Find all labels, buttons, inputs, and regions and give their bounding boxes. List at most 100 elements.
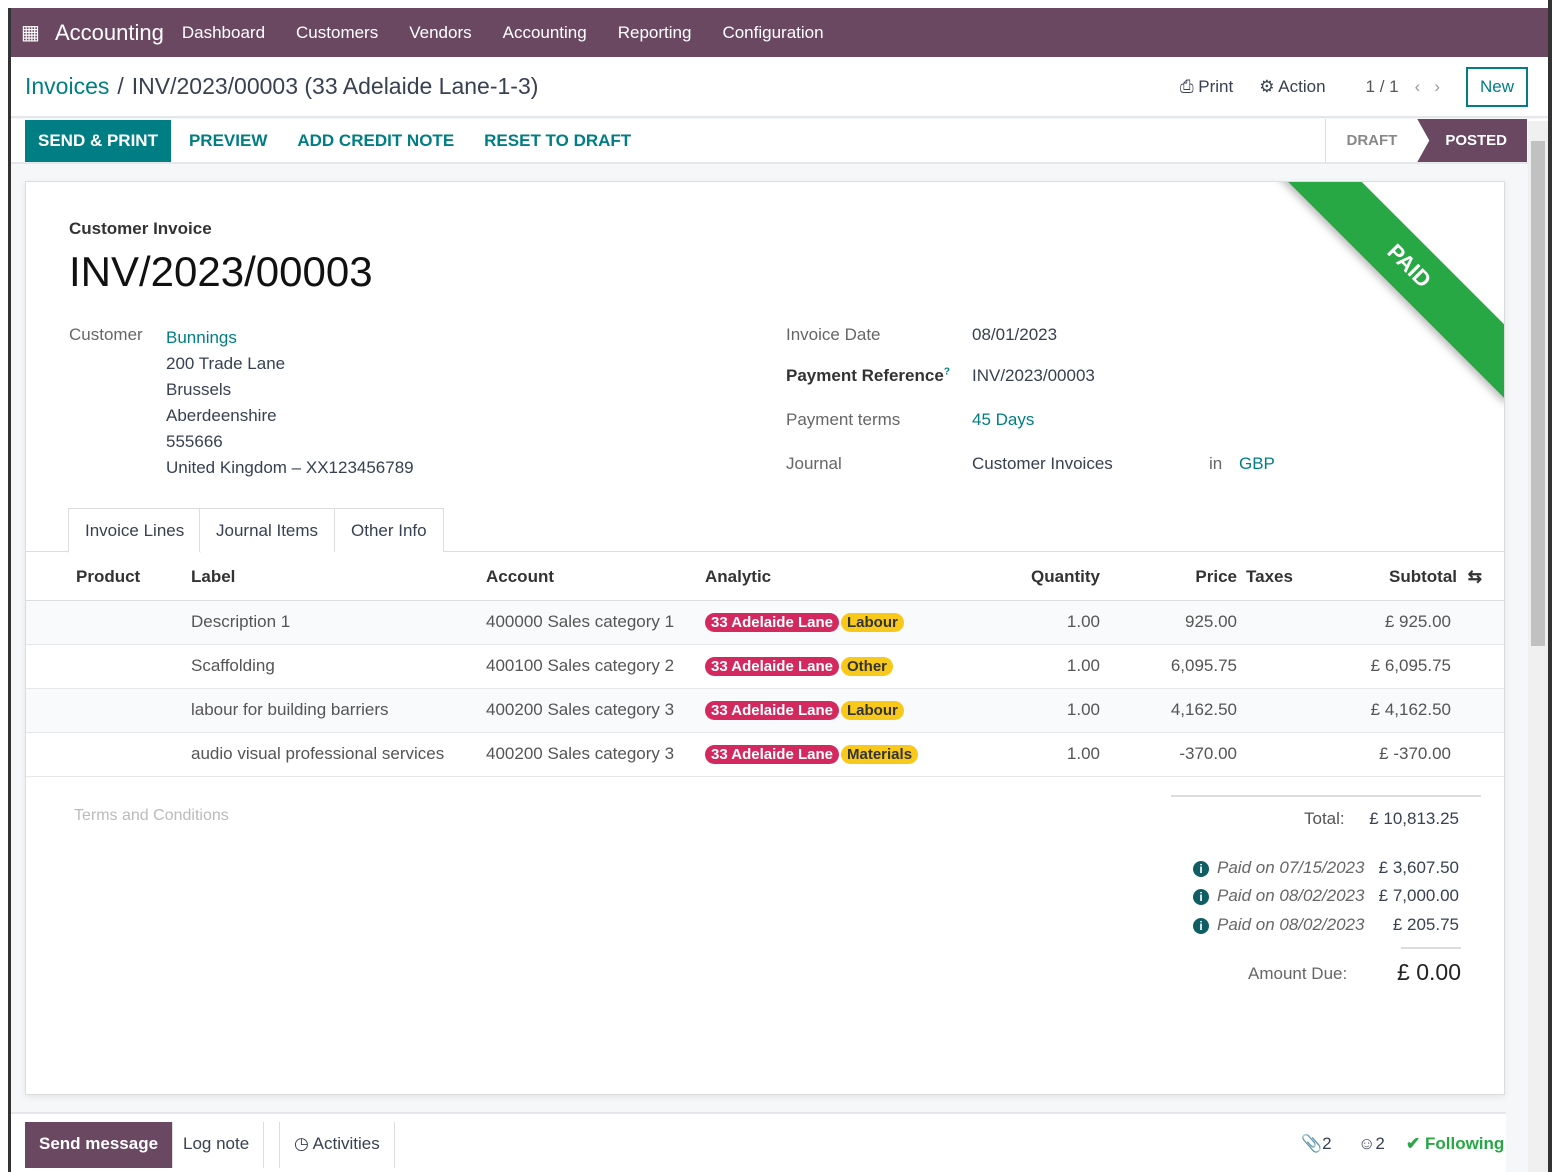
info-icon[interactable]: i: [1193, 918, 1209, 934]
table-row[interactable]: Scaffolding 400100 Sales category 2 33 A…: [26, 644, 1504, 689]
print-button[interactable]: ⎙ Print: [1180, 77, 1233, 97]
app-grid-icon[interactable]: ▦: [21, 22, 40, 44]
menu-reporting[interactable]: Reporting: [617, 22, 692, 42]
new-button[interactable]: New: [1465, 67, 1528, 107]
notebook-tabs: Invoice Lines Journal Items Other Info: [26, 508, 1504, 553]
tab-journal-items[interactable]: Journal Items: [199, 508, 336, 552]
label-cell[interactable]: Scaffolding: [191, 644, 486, 689]
taxes-cell[interactable]: [1237, 644, 1307, 689]
table-row[interactable]: audio visual professional services 40020…: [26, 732, 1504, 777]
product-cell[interactable]: [26, 688, 191, 733]
col-quantity[interactable]: Quantity: [925, 554, 1100, 601]
col-subtotal[interactable]: Subtotal ⇆: [1307, 554, 1504, 601]
send-print-button[interactable]: SEND & PRINT: [25, 119, 171, 162]
quantity-cell[interactable]: 1.00: [925, 732, 1100, 777]
col-analytic[interactable]: Analytic: [705, 554, 925, 601]
analytic-cell[interactable]: 33 Adelaide Lane Other: [705, 644, 925, 689]
scrollbar[interactable]: [1528, 121, 1548, 1172]
help-icon[interactable]: ?: [943, 366, 950, 378]
breadcrumb-invoices[interactable]: Invoices: [25, 73, 110, 99]
table-row[interactable]: labour for building barriers 400200 Sale…: [26, 688, 1504, 733]
quantity-cell[interactable]: 1.00: [925, 644, 1100, 689]
label-cell[interactable]: Description 1: [191, 600, 486, 645]
chevron-left-icon[interactable]: ‹: [1414, 77, 1421, 96]
col-product[interactable]: Product: [26, 554, 191, 601]
chevron-right-icon[interactable]: ›: [1434, 77, 1440, 96]
tab-invoice-lines[interactable]: Invoice Lines: [68, 508, 202, 553]
total-value: £ 10,813.25: [1369, 809, 1459, 828]
quantity-cell[interactable]: 1.00: [925, 600, 1100, 645]
account-cell[interactable]: 400200 Sales category 3: [486, 688, 705, 733]
status-draft[interactable]: DRAFT: [1346, 132, 1398, 149]
info-icon[interactable]: i: [1193, 861, 1209, 877]
menu-configuration[interactable]: Configuration: [722, 22, 824, 42]
col-taxes[interactable]: Taxes: [1237, 554, 1307, 601]
invoice-date-value[interactable]: 08/01/2023: [972, 325, 1058, 344]
menu-customers[interactable]: Customers: [296, 22, 379, 42]
col-account[interactable]: Account: [486, 554, 705, 601]
subtotal-header: Subtotal: [1389, 566, 1458, 586]
payment-label: Paid on 08/02/2023: [1217, 915, 1365, 934]
price-cell[interactable]: 4,162.50: [1100, 688, 1237, 733]
reset-to-draft-button[interactable]: RESET TO DRAFT: [484, 130, 632, 150]
attachments-button[interactable]: 📎2: [1301, 1134, 1332, 1154]
app-name[interactable]: Accounting: [55, 19, 164, 45]
taxes-cell[interactable]: [1237, 600, 1307, 645]
payment-line[interactable]: i Paid on 07/15/2023: [1193, 858, 1364, 878]
taxes-cell[interactable]: [1237, 688, 1307, 733]
analytic-cell[interactable]: 33 Adelaide Lane Materials: [705, 732, 925, 777]
scrollbar-thumb[interactable]: [1531, 141, 1545, 646]
customer-label: Customer: [69, 325, 143, 344]
analytic-tag: 33 Adelaide Lane: [705, 701, 839, 720]
account-cell[interactable]: 400000 Sales category 1: [486, 600, 705, 645]
taxes-cell[interactable]: [1237, 732, 1307, 777]
action-button[interactable]: ⚙ Action: [1259, 77, 1325, 97]
menu-accounting[interactable]: Accounting: [502, 22, 587, 42]
send-message-button[interactable]: Send message: [25, 1122, 174, 1168]
account-cell[interactable]: 400200 Sales category 3: [486, 732, 705, 777]
quantity-cell[interactable]: 1.00: [925, 688, 1100, 733]
tab-other-info[interactable]: Other Info: [334, 508, 444, 552]
price-cell[interactable]: 6,095.75: [1100, 644, 1237, 689]
menu-vendors[interactable]: Vendors: [409, 22, 472, 42]
analytic-tag: Other: [841, 657, 894, 676]
price-cell[interactable]: -370.00: [1100, 732, 1237, 777]
print-label: Print: [1198, 77, 1234, 96]
following-button[interactable]: ✔ Following: [1406, 1134, 1504, 1154]
subtotal-cell: £ 6,095.75: [1307, 644, 1504, 689]
payment-terms-label: Payment terms: [786, 410, 901, 429]
journal-value[interactable]: Customer Invoices: [972, 454, 1113, 473]
preview-button[interactable]: PREVIEW: [188, 130, 268, 150]
column-settings-icon[interactable]: ⇆: [1467, 566, 1482, 586]
totals-block: Total: £ 10,813.25 i Paid on 07/15/2023 £…: [1171, 795, 1481, 985]
payment-reference-value[interactable]: INV/2023/00003: [972, 366, 1095, 385]
col-label[interactable]: Label: [191, 554, 486, 601]
address-line: 200 Trade Lane: [166, 354, 286, 373]
customer-link[interactable]: Bunnings: [166, 328, 237, 347]
label-cell[interactable]: labour for building barriers: [191, 688, 486, 733]
label-cell[interactable]: audio visual professional services: [191, 732, 486, 777]
product-cell[interactable]: [26, 644, 191, 689]
payment-terms-value[interactable]: 45 Days: [972, 410, 1035, 429]
currency-value[interactable]: GBP: [1239, 454, 1275, 473]
pager-value[interactable]: 1 / 1: [1365, 77, 1399, 96]
log-note-button[interactable]: Log note: [169, 1122, 265, 1168]
check-icon: ✔: [1406, 1134, 1421, 1153]
table-row[interactable]: Description 1 400000 Sales category 1 33…: [26, 600, 1504, 645]
product-cell[interactable]: [26, 600, 191, 645]
analytic-cell[interactable]: 33 Adelaide Lane Labour: [705, 600, 925, 645]
payment-line[interactable]: i Paid on 08/02/2023: [1193, 915, 1364, 935]
activities-button[interactable]: ◷ Activities: [279, 1122, 395, 1168]
col-price[interactable]: Price: [1100, 554, 1237, 601]
terms-conditions-input[interactable]: Terms and Conditions: [74, 807, 229, 824]
add-credit-note-button[interactable]: ADD CREDIT NOTE: [297, 130, 455, 150]
price-cell[interactable]: 925.00: [1100, 600, 1237, 645]
payment-line[interactable]: i Paid on 08/02/2023: [1193, 886, 1364, 906]
info-icon[interactable]: i: [1193, 889, 1209, 905]
analytic-cell[interactable]: 33 Adelaide Lane Labour: [705, 688, 925, 733]
product-cell[interactable]: [26, 732, 191, 777]
account-cell[interactable]: 400100 Sales category 2: [486, 644, 705, 689]
status-posted[interactable]: POSTED: [1417, 119, 1527, 162]
menu-dashboard[interactable]: Dashboard: [181, 22, 266, 42]
followers-button[interactable]: ☺2: [1358, 1134, 1385, 1154]
